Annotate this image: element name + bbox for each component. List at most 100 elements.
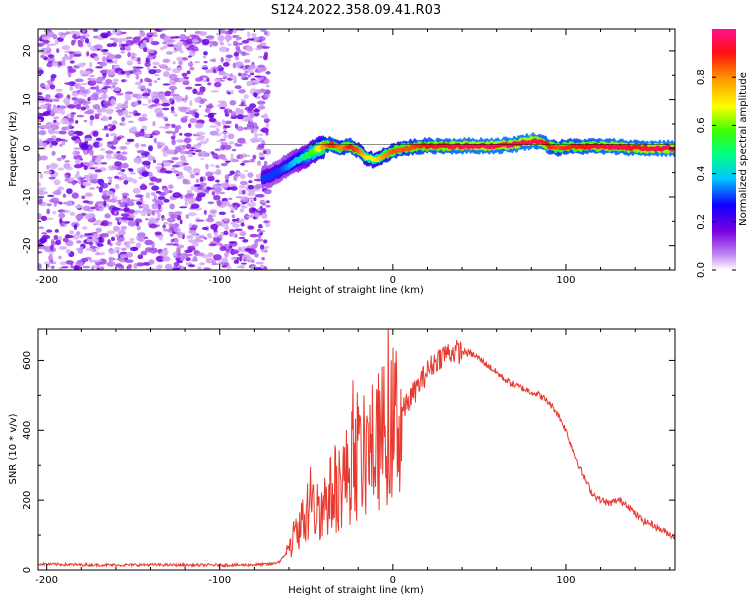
snr-ticks: -200 -100 0 100 0 200 400 600 (22, 329, 675, 586)
noise-speck (219, 243, 224, 247)
noise-speck (184, 116, 189, 119)
noise-speck (41, 232, 48, 235)
noise-speck (263, 239, 268, 244)
noise-speck (140, 42, 144, 49)
noise-speck (75, 104, 82, 110)
noise-speck (258, 223, 263, 227)
noise-speck (92, 233, 99, 239)
noise-speck (55, 239, 61, 246)
noise-speck (194, 112, 200, 119)
noise-speck (89, 245, 97, 249)
noise-speck (127, 51, 132, 58)
y-tick-label: -20 (22, 237, 33, 253)
noise-speck (60, 109, 66, 115)
noise-speck (107, 123, 113, 127)
noise-speck (73, 53, 82, 57)
noise-speck (234, 123, 239, 129)
noise-speck (43, 170, 52, 174)
noise-speck (162, 228, 171, 232)
spectrogram-frame (37, 28, 676, 271)
noise-speck (96, 48, 101, 51)
noise-speck (159, 94, 163, 100)
noise-speck (236, 126, 244, 132)
noise-speck (94, 114, 100, 120)
noise-speck (153, 137, 157, 144)
noise-speck (99, 266, 105, 270)
noise-speck (121, 247, 127, 251)
noise-speck (263, 220, 269, 224)
noise-speck (61, 265, 69, 269)
noise-speck (170, 135, 176, 140)
noise-speck (254, 253, 259, 258)
noise-speck (49, 162, 59, 170)
noise-speck (155, 217, 160, 221)
noise-speck (77, 62, 85, 68)
noise-speck (95, 66, 103, 69)
noise-speck (190, 185, 199, 191)
noise-speck (108, 116, 112, 120)
noise-speck (214, 231, 218, 238)
noise-speck (56, 157, 62, 162)
noise-speck (168, 211, 174, 214)
noise-speck (190, 240, 195, 244)
noise-speck (187, 245, 196, 251)
noise-speck (41, 86, 46, 89)
noise-speck (199, 262, 206, 266)
noise-speck (185, 86, 193, 90)
noise-speck (82, 265, 91, 269)
noise-speck (257, 89, 266, 93)
noise-speck (72, 150, 79, 157)
noise-speck (125, 267, 132, 270)
noise-speck (89, 149, 94, 156)
noise-speck (83, 165, 88, 171)
noise-speck (141, 93, 151, 97)
noise-speck (72, 265, 82, 270)
noise-speck (241, 160, 251, 163)
noise-speck (244, 52, 250, 56)
noise-speck (228, 241, 238, 244)
noise-speck (249, 233, 258, 238)
noise-speck (173, 113, 178, 117)
noise-speck (191, 39, 199, 43)
noise-speck (152, 120, 156, 127)
noise-speck (237, 246, 242, 252)
noise-speck (150, 192, 156, 196)
noise-speck (120, 225, 128, 230)
noise-speck (202, 55, 206, 59)
noise-speck (123, 180, 129, 185)
noise-speck (39, 155, 48, 161)
noise-speck (153, 98, 160, 104)
noise-speck (65, 260, 74, 265)
noise-speck (120, 213, 130, 217)
noise-speck (83, 119, 88, 123)
noise-speck (218, 46, 228, 53)
noise-speck (124, 94, 132, 101)
noise-speck (121, 31, 127, 34)
noise-speck (244, 248, 252, 252)
noise-speck (45, 94, 51, 99)
snr-xlabel: Height of straight line (km) (288, 585, 424, 596)
noise-speck (103, 49, 109, 52)
noise-speck (100, 182, 109, 189)
noise-speck (145, 218, 149, 221)
noise-speck (176, 56, 183, 62)
noise-speck (242, 115, 249, 118)
noise-speck (53, 116, 60, 120)
noise-speck (81, 89, 89, 94)
y-tick-label: 10 (22, 93, 33, 106)
noise-speck (248, 180, 253, 184)
noise-speck (116, 249, 120, 254)
noise-speck (48, 43, 57, 46)
noise-speck (82, 200, 90, 204)
noise-speck (61, 45, 71, 50)
noise-speck (75, 214, 84, 220)
noise-speck (114, 161, 122, 167)
noise-speck (188, 264, 196, 268)
noise-speck (138, 206, 142, 209)
noise-speck (108, 256, 113, 262)
noise-speck (121, 216, 130, 221)
noise-speck (249, 214, 256, 217)
noise-speck (260, 29, 267, 33)
